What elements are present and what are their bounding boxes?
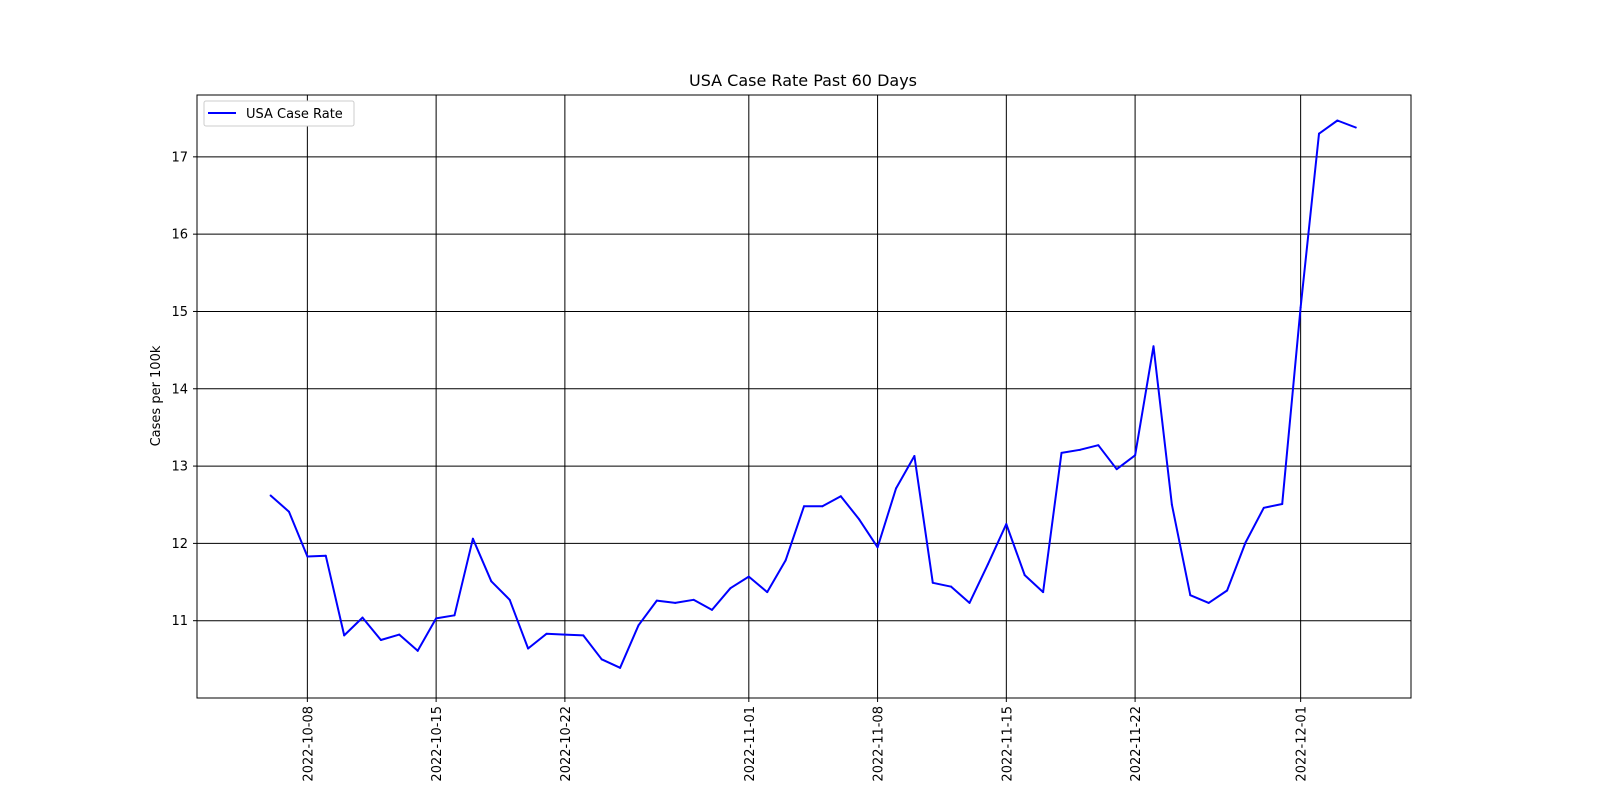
data-point xyxy=(545,632,548,635)
data-point xyxy=(1097,444,1100,447)
legend: USA Case Rate xyxy=(203,100,355,127)
data-point xyxy=(306,555,309,558)
data-point xyxy=(508,598,511,601)
data-point xyxy=(416,649,419,652)
x-tick-label: 2022-10-08 xyxy=(301,706,316,782)
data-point xyxy=(913,455,916,458)
data-point xyxy=(1078,448,1081,451)
data-point xyxy=(1189,594,1192,597)
x-tick-label: 2022-11-15 xyxy=(1000,706,1015,782)
data-point xyxy=(1170,503,1173,506)
legend-box xyxy=(203,100,355,127)
data-point xyxy=(343,634,346,637)
data-point xyxy=(729,587,732,590)
data-point xyxy=(471,537,474,540)
data-point xyxy=(803,505,805,508)
data-point xyxy=(637,624,640,627)
x-tick-label: 2022-11-08 xyxy=(872,706,887,782)
data-point xyxy=(711,608,714,611)
data-point xyxy=(1354,126,1357,129)
data-point xyxy=(1042,591,1045,594)
x-tick-label: 2022-11-01 xyxy=(743,706,758,782)
data-point xyxy=(1115,468,1118,471)
x-tick-label: 2022-12-01 xyxy=(1295,706,1310,782)
data-point xyxy=(269,494,272,497)
data-point xyxy=(361,616,364,619)
data-point xyxy=(655,599,658,602)
series-line xyxy=(269,119,1357,669)
plot-area-frame xyxy=(196,94,1412,699)
y-tick-label: 15 xyxy=(171,305,188,320)
y-tick-label: 12 xyxy=(171,537,188,552)
data-point xyxy=(1262,506,1265,509)
data-point xyxy=(1244,541,1247,544)
data-point xyxy=(692,598,695,601)
data-point xyxy=(324,554,327,557)
data-point xyxy=(1005,523,1008,526)
y-axis-label: Cases per 100k xyxy=(149,345,164,446)
x-tick-label: 2022-10-15 xyxy=(430,706,445,782)
data-point xyxy=(287,510,290,513)
data-point xyxy=(398,633,401,636)
data-point xyxy=(563,633,566,636)
legend-label: USA Case Rate xyxy=(246,107,343,122)
y-tick-label: 11 xyxy=(171,614,188,629)
data-point xyxy=(1281,502,1284,505)
data-point xyxy=(379,639,382,642)
x-tick-label: 2022-11-22 xyxy=(1129,706,1144,782)
data-point xyxy=(766,591,769,594)
data-point xyxy=(453,614,456,617)
data-point xyxy=(674,601,677,604)
data-point xyxy=(1207,601,1210,604)
y-tick-label: 14 xyxy=(171,382,188,397)
data-point xyxy=(821,505,824,508)
data-point xyxy=(894,487,897,490)
data-point xyxy=(600,658,603,661)
data-point xyxy=(1060,451,1063,454)
x-tick-label: 2022-10-22 xyxy=(559,706,574,782)
data-point xyxy=(1318,132,1321,135)
data-point xyxy=(1152,345,1155,348)
data-point xyxy=(619,666,622,669)
data-point xyxy=(1299,306,1302,309)
data-point xyxy=(1336,119,1339,122)
data-point xyxy=(986,563,989,566)
data-point xyxy=(784,559,787,562)
y-tick-label: 13 xyxy=(171,460,188,475)
data-point xyxy=(1226,589,1229,592)
data-point xyxy=(435,617,438,620)
chart-title: USA Case Rate Past 60 Days xyxy=(689,71,917,90)
data-point xyxy=(527,647,530,650)
data-point xyxy=(582,634,585,637)
data-point xyxy=(950,585,953,588)
y-tick-label: 17 xyxy=(171,150,188,165)
data-point xyxy=(876,546,879,549)
data-point xyxy=(839,495,842,498)
data-point xyxy=(490,580,493,583)
data-point xyxy=(931,581,934,584)
y-tick-label: 16 xyxy=(171,228,188,243)
data-point xyxy=(1134,454,1137,457)
data-point xyxy=(747,575,750,578)
data-point xyxy=(968,601,971,604)
data-point xyxy=(858,518,861,521)
data-point xyxy=(1023,574,1026,577)
